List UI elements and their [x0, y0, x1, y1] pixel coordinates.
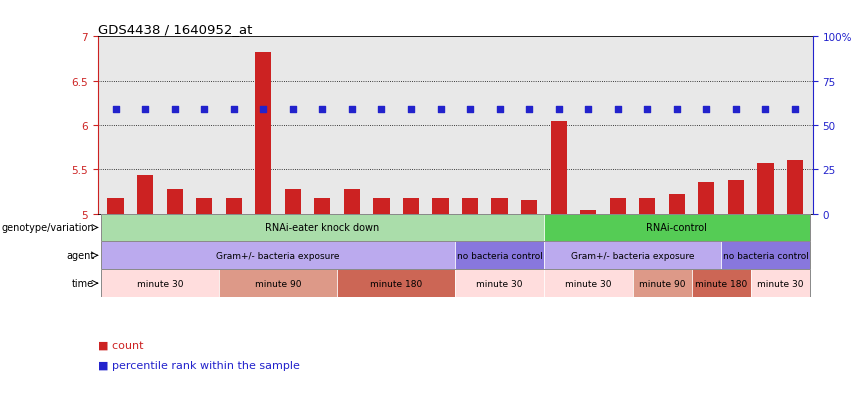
Point	[346, 107, 359, 113]
Point	[493, 107, 506, 113]
Bar	[551, 122, 567, 214]
Text: minute 90: minute 90	[254, 279, 301, 288]
Text: minute 30: minute 30	[757, 279, 803, 288]
Point	[316, 107, 329, 113]
Bar	[728, 180, 744, 214]
Point	[139, 107, 152, 113]
Point	[551, 107, 565, 113]
Point	[523, 107, 536, 113]
Text: time: time	[72, 278, 94, 288]
Bar	[455, 270, 544, 297]
Text: minute 30: minute 30	[137, 279, 183, 288]
Bar	[632, 270, 692, 297]
Text: minute 30: minute 30	[477, 279, 523, 288]
Bar	[100, 242, 455, 270]
Bar	[455, 242, 544, 270]
Text: minute 180: minute 180	[370, 279, 422, 288]
Text: RNAi-control: RNAi-control	[647, 223, 707, 233]
Point	[109, 107, 123, 113]
Point	[611, 107, 625, 113]
Bar	[337, 270, 455, 297]
Point	[168, 107, 181, 113]
Bar	[544, 242, 721, 270]
Bar	[100, 214, 544, 242]
Bar	[544, 214, 810, 242]
Point	[463, 107, 477, 113]
Point	[286, 107, 300, 113]
Bar	[787, 161, 803, 214]
Bar	[403, 198, 419, 214]
Bar	[521, 201, 537, 214]
Point	[581, 107, 595, 113]
Text: ■ percentile rank within the sample: ■ percentile rank within the sample	[98, 361, 300, 370]
Text: Gram+/- bacteria exposure: Gram+/- bacteria exposure	[571, 251, 694, 260]
Bar	[544, 270, 632, 297]
Bar	[580, 211, 597, 214]
Point	[197, 107, 211, 113]
Bar	[285, 189, 301, 214]
Point	[227, 107, 241, 113]
Bar	[692, 270, 751, 297]
Bar	[757, 164, 774, 214]
Bar	[107, 198, 123, 214]
Point	[641, 107, 654, 113]
Bar	[492, 198, 508, 214]
Bar	[344, 189, 360, 214]
Bar	[609, 198, 625, 214]
Bar	[255, 53, 271, 214]
Bar	[196, 198, 213, 214]
Bar	[137, 175, 153, 214]
Point	[729, 107, 743, 113]
Bar	[669, 195, 685, 214]
Text: minute 90: minute 90	[639, 279, 685, 288]
Point	[788, 107, 802, 113]
Bar	[374, 198, 390, 214]
Bar	[462, 198, 478, 214]
Bar	[751, 270, 810, 297]
Text: RNAi-eater knock down: RNAi-eater knock down	[266, 223, 380, 233]
Point	[670, 107, 683, 113]
Bar	[226, 198, 242, 214]
Point	[758, 107, 772, 113]
Point	[700, 107, 713, 113]
Text: no bacteria control: no bacteria control	[457, 251, 543, 260]
Point	[256, 107, 270, 113]
Bar	[721, 242, 810, 270]
Point	[404, 107, 418, 113]
Text: minute 180: minute 180	[695, 279, 747, 288]
Text: Gram+/- bacteria exposure: Gram+/- bacteria exposure	[216, 251, 340, 260]
Bar	[639, 198, 655, 214]
Text: ■ count: ■ count	[98, 340, 143, 350]
Point	[434, 107, 448, 113]
Bar	[100, 270, 219, 297]
Text: GDS4438 / 1640952_at: GDS4438 / 1640952_at	[98, 23, 252, 36]
Text: genotype/variation: genotype/variation	[2, 223, 94, 233]
Text: agent: agent	[66, 251, 94, 261]
Text: minute 30: minute 30	[565, 279, 612, 288]
Bar	[432, 198, 448, 214]
Bar	[698, 183, 715, 214]
Bar	[219, 270, 337, 297]
Text: no bacteria control: no bacteria control	[722, 251, 808, 260]
Bar	[314, 198, 330, 214]
Point	[374, 107, 388, 113]
Bar	[167, 189, 183, 214]
